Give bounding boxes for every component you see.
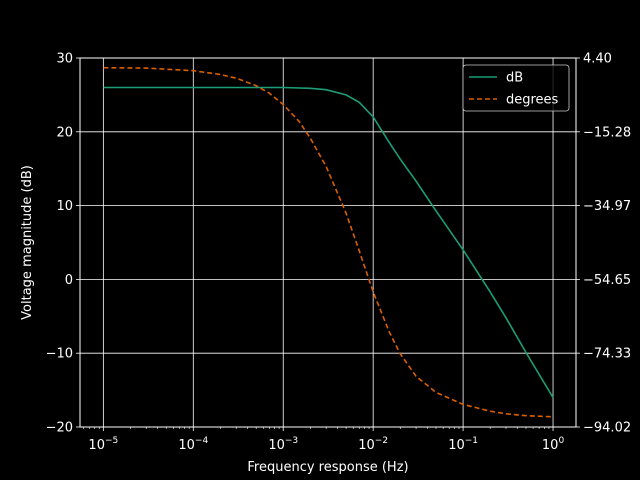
y-axis-left: 30 20 10 0 −10 −20	[46, 52, 80, 436]
y2-tick-label: 4.40	[583, 52, 612, 67]
y-tick-label: 0	[65, 273, 73, 288]
y-tick-label: 30	[56, 52, 73, 67]
y2-tick-label: −74.33	[583, 347, 631, 362]
x-tick-label: 10−3	[268, 436, 298, 453]
x-tick-label: 10−4	[178, 436, 208, 453]
x-axis-label: Frequency response (Hz)	[247, 460, 408, 475]
x-axis: 10−5 10−4 10−3 10−2 10−1 100	[83, 427, 564, 453]
y-tick-label: 20	[56, 125, 73, 140]
y2-tick-label: −54.65	[583, 273, 631, 288]
y2-tick-label: −34.97	[583, 199, 631, 214]
legend-label-degrees: degrees	[506, 93, 559, 108]
x-tick-label: 10−2	[358, 436, 388, 453]
series-line-degrees	[103, 66, 554, 418]
x-tick-label: 10−5	[88, 436, 118, 453]
series-group	[103, 66, 554, 418]
plot-frame	[79, 57, 577, 428]
y-tick-label: −10	[46, 347, 73, 362]
grid	[80, 57, 576, 428]
series-line-dB	[103, 86, 554, 398]
x-tick-label: 10−1	[448, 436, 478, 453]
y-axis-label: Voltage magnitude (dB)	[20, 165, 35, 320]
y2-tick-label: −15.28	[583, 125, 631, 140]
y2-tick-label: −94.02	[583, 421, 631, 436]
legend: dB degrees	[462, 64, 570, 112]
x-tick-label: 100	[542, 436, 565, 453]
y-tick-label: −20	[46, 421, 73, 436]
legend-label-dB: dB	[506, 71, 523, 86]
y-tick-label: 10	[56, 199, 73, 214]
y-axis-right: 4.40 −15.28 −34.97 −54.65 −74.33 −94.02	[576, 52, 631, 436]
